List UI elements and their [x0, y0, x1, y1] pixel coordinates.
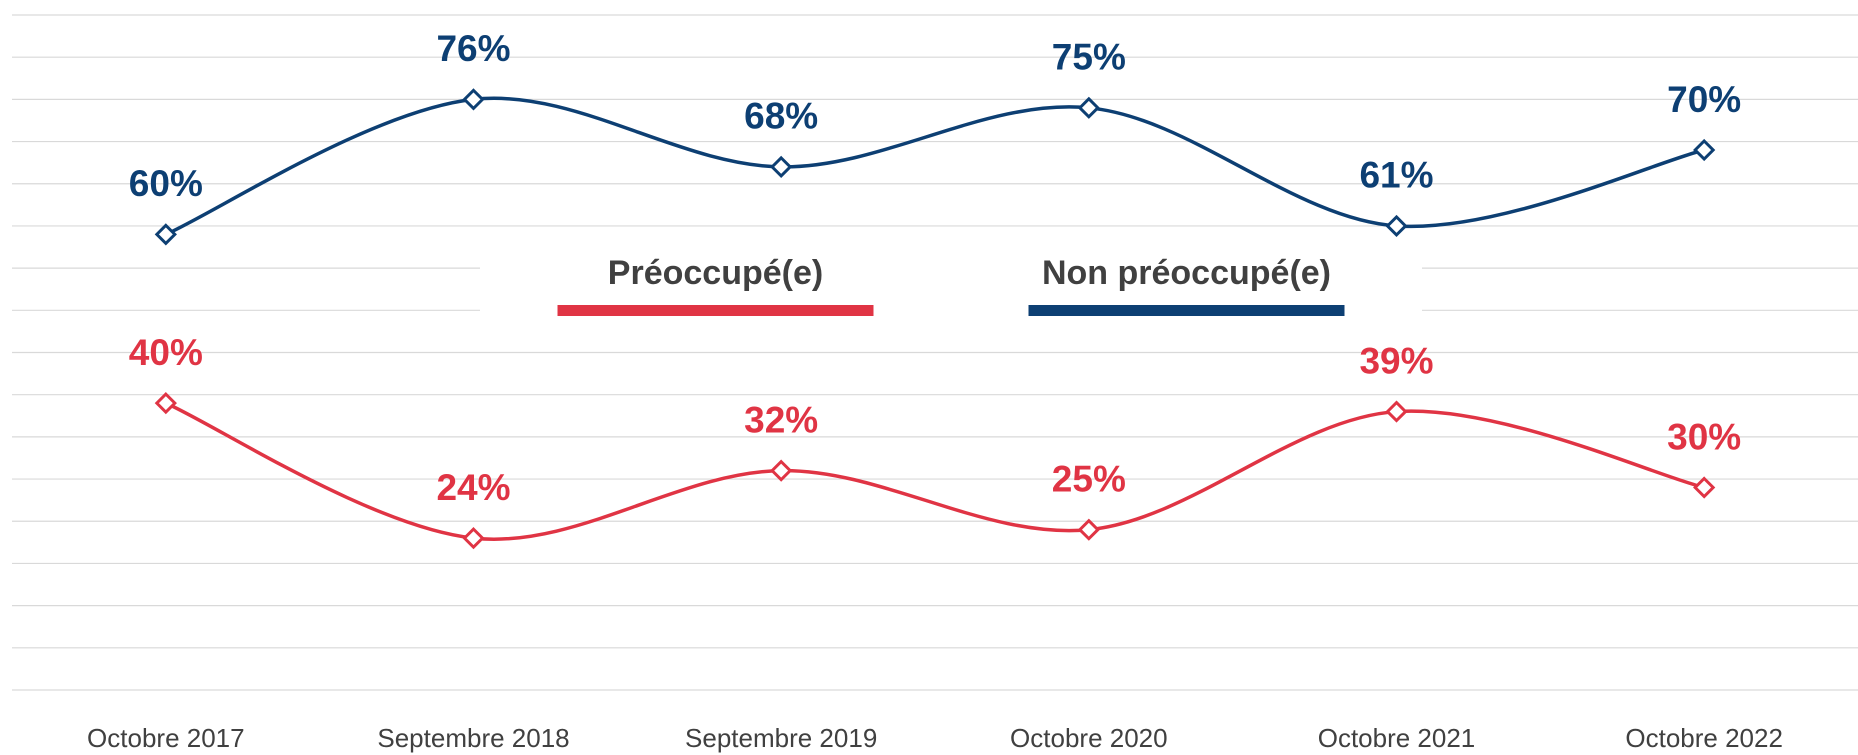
marker — [1385, 400, 1408, 423]
marker — [770, 459, 793, 482]
series-line — [165, 96, 1705, 236]
marker — [462, 527, 485, 550]
data-label: 39% — [1359, 340, 1433, 381]
data-label: 30% — [1667, 416, 1741, 457]
data-label: 70% — [1667, 79, 1741, 120]
data-label: 24% — [436, 467, 510, 508]
data-label: 60% — [129, 163, 203, 204]
marker — [1693, 138, 1716, 162]
legend-swatch — [1028, 305, 1345, 316]
marker — [770, 155, 793, 178]
legend-label: Non préoccupé(e) — [1042, 254, 1331, 292]
data-label: 75% — [1052, 37, 1126, 78]
x-tick-label: Octobre 2022 — [1625, 723, 1783, 753]
data-label: 68% — [744, 96, 818, 137]
legend-label: Préoccupé(e) — [608, 254, 823, 292]
series-line — [165, 401, 1705, 541]
marker — [1385, 214, 1408, 238]
x-tick-label: Septembre 2019 — [685, 723, 877, 753]
marker — [462, 88, 485, 111]
marker — [154, 223, 177, 246]
x-tick-label: Octobre 2017 — [87, 723, 245, 753]
data-label: 25% — [1052, 458, 1126, 499]
x-tick-label: Octobre 2020 — [1010, 723, 1168, 753]
data-label: 40% — [129, 332, 203, 373]
marker — [1077, 96, 1100, 119]
data-label: 76% — [436, 28, 510, 69]
marker — [1693, 476, 1716, 499]
legend-swatch — [557, 305, 874, 316]
data-label: 61% — [1359, 155, 1433, 196]
marker — [1077, 518, 1100, 541]
x-tick-label: Octobre 2021 — [1318, 723, 1476, 753]
x-tick-label: Septembre 2018 — [377, 723, 569, 753]
data-label: 32% — [744, 399, 818, 440]
marker — [154, 392, 177, 415]
